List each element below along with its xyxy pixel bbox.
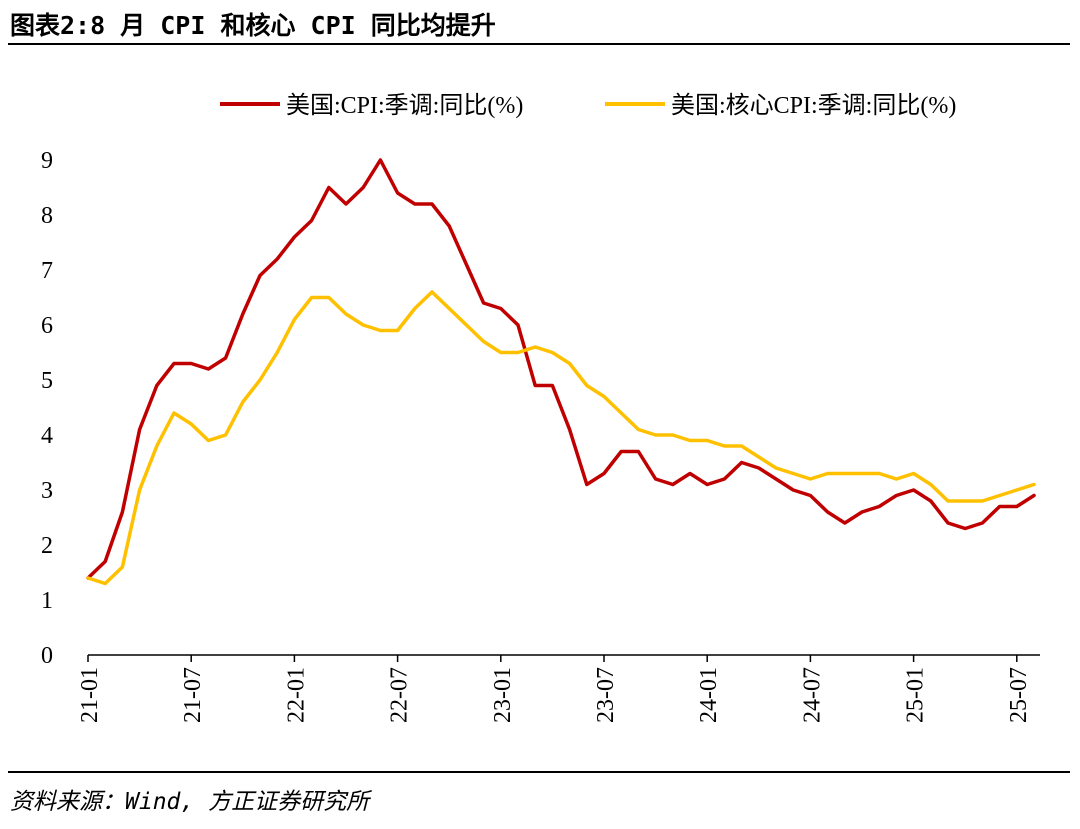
y-tick-label-5: 5 bbox=[41, 368, 53, 394]
y-tick-label-7: 7 bbox=[41, 258, 53, 284]
y-tick-label-0: 0 bbox=[41, 643, 53, 669]
y-tick-label-4: 4 bbox=[41, 423, 53, 449]
line-chart: 美国:CPI:季调:同比(%) 美国:核心CPI:季调:同比(%) 0 1 2 3 4 5… bbox=[41, 92, 1040, 723]
legend-core-label: 美国:核心CPI:季调:同比(%) bbox=[671, 92, 956, 119]
series-line-cpi bbox=[86, 158, 1036, 580]
y-axis: 0 1 2 3 4 5 6 7 8 9 bbox=[41, 148, 53, 669]
y-tick-label-6: 6 bbox=[41, 313, 53, 339]
x-axis: 21-01 21-07 22-01 22-07 23-01 23-07 24-01 24-07… bbox=[77, 654, 1040, 723]
x-tick-label-24-01: 24-01 bbox=[696, 667, 722, 723]
legend: 美国:CPI:季调:同比(%) 美国:核心CPI:季调:同比(%) bbox=[220, 92, 956, 119]
x-tick-label-22-01: 22-01 bbox=[283, 667, 309, 723]
x-tick-label-21-01: 21-01 bbox=[77, 667, 103, 723]
y-tick-label-3: 3 bbox=[41, 478, 53, 504]
x-tick-label-24-07: 24-07 bbox=[799, 667, 825, 723]
legend-cpi-label: 美国:CPI:季调:同比(%) bbox=[286, 92, 523, 119]
footer-divider bbox=[8, 771, 1070, 773]
chart-title: 图表2:8 月 CPI 和核心 CPI 同比均提升 bbox=[10, 11, 496, 40]
x-tick-label-25-07: 25-07 bbox=[1006, 667, 1032, 723]
x-tick-label-23-07: 23-07 bbox=[593, 667, 619, 723]
source-note: 资料来源：Wind, 方正证券研究所 bbox=[10, 789, 370, 815]
y-tick-label-9: 9 bbox=[41, 148, 53, 174]
x-tick-label-25-01: 25-01 bbox=[903, 667, 929, 723]
series-line-core bbox=[86, 290, 1036, 586]
x-tick-label-22-07: 22-07 bbox=[387, 667, 413, 723]
y-tick-label-8: 8 bbox=[41, 203, 53, 229]
y-tick-label-1: 1 bbox=[41, 588, 53, 614]
series-layer bbox=[86, 158, 1036, 586]
x-tick-label-21-07: 21-07 bbox=[180, 667, 206, 723]
title-divider bbox=[8, 43, 1070, 45]
x-tick-label-23-01: 23-01 bbox=[490, 667, 516, 723]
y-tick-label-2: 2 bbox=[41, 533, 53, 559]
